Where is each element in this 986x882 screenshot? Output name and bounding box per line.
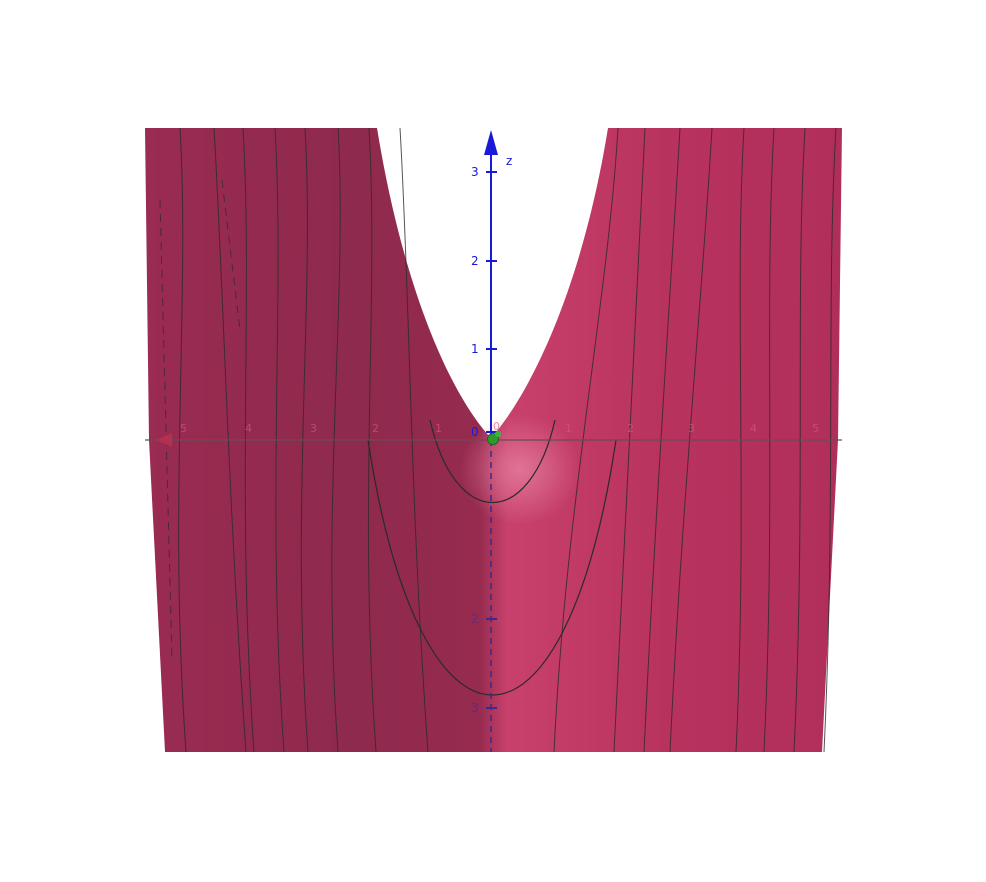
origin-point-marker (495, 431, 501, 437)
x-tick-label: 2 (372, 422, 379, 435)
x-tick-label: 1 (565, 422, 572, 435)
z-tick-label: 2 (471, 612, 479, 626)
mesh-line (242, 127, 255, 753)
mesh-line (735, 127, 745, 753)
z-axis-ticks: 3 2 1 0 2 3 (471, 165, 497, 715)
x-tick-label: 1 (435, 422, 442, 435)
mesh-line (399, 127, 429, 753)
z-tick-label: 0 (471, 425, 479, 439)
x-axis-ticks: 1 2 3 4 5 5 4 3 2 1 0 (180, 420, 819, 435)
mesh-line (823, 127, 837, 753)
mesh-line (643, 127, 681, 753)
z-axis-arrow-icon (484, 130, 498, 155)
x-tick-label: 4 (750, 422, 757, 435)
z-tick-label: 3 (471, 701, 479, 715)
x-tick-label: 3 (688, 422, 695, 435)
mesh-line (669, 127, 713, 753)
x-tick-label: 5 (180, 422, 187, 435)
mesh-line (553, 127, 619, 753)
x-tick-label: 3 (310, 422, 317, 435)
x-origin-label: 0 (493, 420, 500, 433)
mesh-parabola (429, 419, 556, 504)
mesh-line (178, 127, 187, 753)
mesh-line (367, 127, 377, 753)
z-tick-label: 3 (471, 165, 479, 179)
mesh-hidden-line (221, 179, 241, 331)
z-tick-label: 1 (471, 342, 479, 356)
z-tick-label: 2 (471, 254, 479, 268)
origin-point[interactable] (487, 433, 499, 445)
mesh-parabola (367, 439, 617, 696)
x-tick-label: 2 (627, 422, 634, 435)
mesh-line (274, 127, 285, 753)
x-axis-arrow-icon (156, 433, 172, 447)
mesh-line (793, 127, 806, 753)
mesh-line (763, 127, 775, 753)
mesh-hidden-line (159, 199, 173, 661)
x-tick-label: 4 (245, 422, 252, 435)
z-axis-label: z (506, 154, 512, 168)
x-tick-label: 5 (812, 422, 819, 435)
mesh-line (331, 127, 341, 753)
mesh-line (213, 127, 247, 753)
mesh-line (300, 127, 309, 753)
